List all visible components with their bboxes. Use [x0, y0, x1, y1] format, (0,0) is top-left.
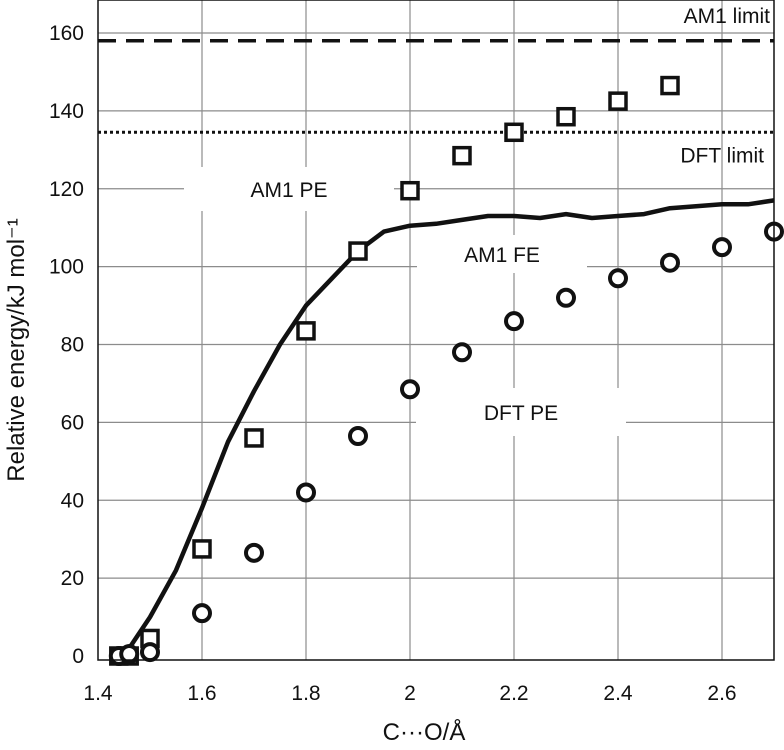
annotation-am1-pe: AM1 PE	[250, 179, 327, 202]
dft-pe-point	[400, 379, 420, 400]
dft-pe-point	[452, 342, 472, 363]
annotation-background	[417, 235, 587, 273]
annotation-am1-fe: AM1 FE	[464, 244, 540, 267]
dft-pe-point	[192, 603, 212, 624]
dft-pe-point	[244, 542, 264, 563]
x-tick-label: 2	[404, 682, 416, 705]
dft-pe-point	[119, 644, 140, 665]
x-tick-label: 1.8	[291, 682, 320, 705]
am1-pe-point	[296, 321, 316, 341]
dft-pe-point	[140, 642, 160, 663]
y-tick-label: 160	[49, 22, 84, 45]
am1-pe-point	[504, 122, 524, 143]
y-tick-label: 140	[49, 100, 84, 123]
am1-limit-label: AM1 limit	[684, 5, 771, 28]
limit-lines: AM1 limit DFT limit	[98, 5, 774, 167]
x-tick-label: 2.2	[499, 682, 528, 705]
plot-frame	[97, 0, 775, 661]
am1-pe-point	[660, 75, 680, 96]
dft-pe-point	[712, 237, 732, 258]
am1-pe-point	[452, 145, 472, 166]
x-tick-label: 1.4	[83, 682, 113, 705]
y-tick-label: 120	[49, 178, 84, 201]
annotation-background	[184, 167, 394, 211]
dft-pe-point	[660, 252, 680, 273]
dft-limit-label: DFT limit	[680, 144, 764, 167]
am1-pe-point	[608, 91, 628, 111]
am1-pe-point	[192, 539, 212, 559]
dft-pe-point	[348, 426, 368, 447]
am1-pe-point	[244, 428, 264, 448]
annotation-dft-pe: DFT PE	[484, 402, 558, 425]
y-tick-label: 100	[49, 256, 84, 279]
am1-pe-point	[348, 241, 368, 261]
dft-pe-point	[504, 311, 524, 332]
x-tick-label: 2.4	[603, 682, 633, 705]
x-axis-title: C···O/Å	[383, 718, 466, 746]
x-tick-label: 2.6	[707, 682, 736, 705]
am1-pe-point	[556, 106, 576, 127]
dft-pe-point	[556, 287, 576, 308]
annotations: AM1 PE AM1 FE DFT PE	[184, 167, 626, 436]
annotation-background	[416, 388, 626, 436]
y-axis-title: Relative energy/kJ mol⁻¹	[3, 218, 30, 481]
grid-lines	[98, 0, 774, 660]
dft-pe-point	[608, 268, 628, 289]
x-tick-label: 1.6	[187, 682, 216, 705]
y-tick-label: 0	[72, 645, 84, 668]
dft-pe-point	[296, 482, 316, 503]
y-tick-label: 20	[61, 567, 84, 590]
y-tick-label: 40	[61, 489, 84, 512]
y-tick-label: 80	[61, 334, 84, 357]
am1-pe-point	[400, 180, 420, 201]
y-tick-label: 60	[61, 411, 84, 434]
tick-labels: 0 20 40 60 80 100 120 140 160 1.4 1.6 1.8 2 2.2 2.4 2.6	[49, 22, 737, 705]
am1-fe-line	[112, 198, 775, 659]
